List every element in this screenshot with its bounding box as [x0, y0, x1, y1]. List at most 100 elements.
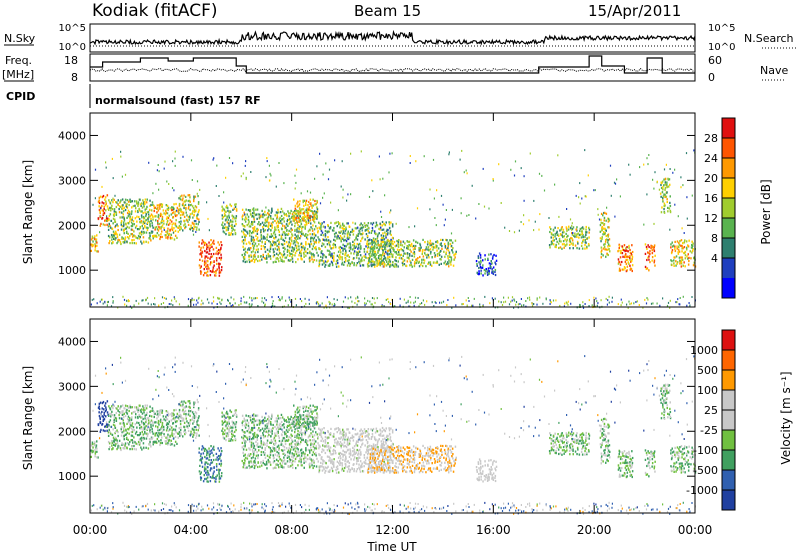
- power-echo-cell: [226, 226, 229, 229]
- power-echo-cell: [344, 238, 346, 242]
- velocity-echo-cell: [288, 435, 290, 438]
- power-echo-cell: [596, 300, 598, 303]
- power-echo-cell: [112, 197, 114, 200]
- velocity-echo-cell: [267, 421, 270, 424]
- power-echo-cell: [204, 249, 206, 253]
- power-echo-cell: [218, 269, 221, 272]
- velocity-echo-cell: [122, 427, 125, 430]
- velocity-echo-cell: [282, 452, 284, 455]
- velocity-echo-cell: [274, 434, 276, 437]
- power-echo-cell: [339, 255, 342, 259]
- power-echo-cell: [288, 218, 290, 221]
- power-echo-cell: [619, 251, 622, 255]
- power-echo-cell: [171, 226, 173, 229]
- power-echo-cell: [451, 306, 453, 309]
- velocity-echo-cell: [264, 443, 266, 446]
- freq-right-tick-bottom: 0: [708, 71, 715, 84]
- power-echo-cell: [266, 238, 268, 241]
- power-echo-cell: [181, 210, 183, 214]
- power-echo-cell: [206, 245, 208, 248]
- power-echo-cell: [159, 214, 162, 218]
- power-echo-cell: [124, 208, 127, 212]
- velocity-echo-cell: [252, 435, 255, 438]
- velocity-echo-cell: [274, 420, 276, 423]
- power-echo-cell: [538, 172, 541, 175]
- power-echo-cell: [368, 239, 370, 242]
- velocity-echo-cell: [260, 443, 263, 446]
- power-echo-cell: [559, 229, 561, 232]
- power-echo-cell: [148, 216, 150, 219]
- power-echo-cell: [600, 212, 603, 215]
- power-echo-cell: [163, 227, 165, 230]
- velocity-echo-cell: [109, 412, 111, 415]
- power-echo-cell: [368, 231, 370, 234]
- power-echo-cell: [515, 303, 517, 306]
- power-echo-cell: [272, 300, 274, 303]
- velocity-echo-cell: [276, 417, 278, 420]
- power-echo-cell: [212, 266, 215, 269]
- velocity-echo-cell: [192, 416, 194, 419]
- velocity-echo-cell: [208, 455, 211, 458]
- velocity-echo-cell: [153, 413, 156, 416]
- power-echo-cell: [179, 223, 182, 226]
- velocity-echo-cell: [193, 419, 195, 422]
- velocity-echo-cell: [130, 434, 133, 437]
- power-echo-cell: [648, 252, 650, 255]
- velocity-echo-cell: [137, 410, 139, 413]
- power-echo-cell: [274, 226, 276, 229]
- power-echo-cell: [161, 219, 163, 222]
- velocity-echo-cell: [97, 406, 100, 409]
- power-echo-cell: [291, 234, 294, 237]
- power-echo-cell: [366, 242, 368, 245]
- power-echo-cell: [234, 302, 236, 305]
- power-echo-cell: [388, 244, 390, 248]
- velocity-echo-cell: [119, 406, 122, 409]
- velocity-echo-cell: [124, 407, 126, 410]
- power-echo-cell: [631, 250, 634, 254]
- power-echo-cell: [314, 203, 316, 206]
- velocity-echo-cell: [206, 454, 208, 457]
- power-echo-cell: [650, 244, 652, 247]
- power-echo-cell: [586, 231, 588, 234]
- velocity-echo-cell: [245, 423, 248, 426]
- power-echo-cell: [678, 256, 681, 259]
- power-echo-cell: [286, 245, 289, 248]
- velocity-echo-cell: [175, 431, 178, 434]
- power-echo-cell: [373, 247, 376, 250]
- power-echo-cell: [623, 244, 626, 247]
- power-echo-cell: [622, 248, 624, 251]
- power-echo-cell: [398, 253, 400, 256]
- power-echo-cell: [608, 295, 610, 298]
- velocity-echo-cell: [161, 425, 163, 428]
- power-echo-cell: [257, 213, 259, 216]
- power-echo-cell: [166, 219, 169, 222]
- velocity-echo-cell: [111, 410, 113, 413]
- power-echo-cell: [406, 256, 409, 259]
- power-echo-cell: [361, 236, 364, 239]
- power-echo-cell: [120, 223, 123, 226]
- velocity-echo-cell: [173, 433, 175, 436]
- power-echo-cell: [215, 271, 217, 274]
- power-echo-cell: [158, 205, 161, 208]
- power-echo-cell: [220, 302, 222, 305]
- power-echo-cell: [309, 191, 312, 194]
- power-echo-cell: [144, 208, 146, 211]
- power-echo-cell: [661, 191, 664, 194]
- velocity-echo-cell: [205, 461, 208, 464]
- power-echo-cell: [351, 300, 353, 303]
- power-echo-cell: [207, 246, 209, 249]
- power-echo-cell: [286, 229, 288, 232]
- velocity-echo-cell: [132, 411, 135, 414]
- power-echo-cell: [343, 244, 346, 248]
- velocity-echo-cell: [266, 427, 268, 430]
- power-echo-cell: [642, 306, 644, 309]
- power-echo-cell: [354, 227, 357, 230]
- power-echo-cell: [571, 222, 573, 225]
- power-echo-cell: [212, 239, 215, 242]
- power-echo-cell: [243, 258, 246, 261]
- power-echo-cell: [340, 251, 342, 254]
- power-echo-cell: [649, 261, 651, 264]
- power-echo-cell: [146, 228, 149, 232]
- power-echo-cell: [386, 242, 388, 245]
- velocity-echo-cell: [184, 433, 186, 436]
